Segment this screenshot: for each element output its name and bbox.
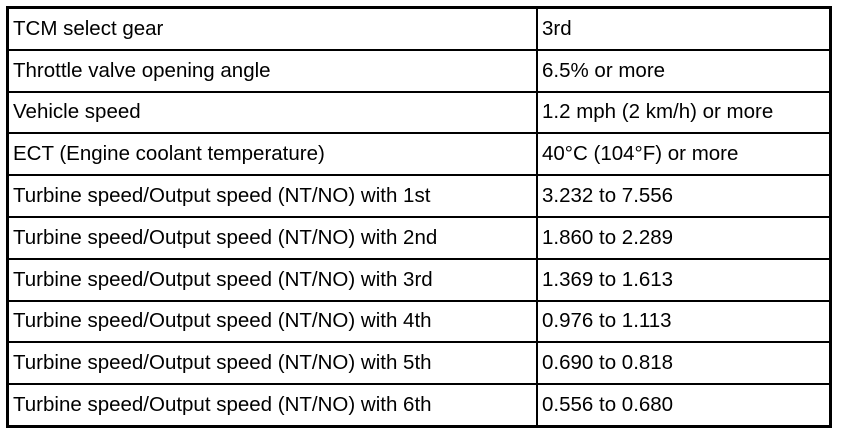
- value-cell: 1.369 to 1.613: [536, 257, 832, 302]
- condition-cell: Vehicle speed: [6, 90, 538, 135]
- value-cell: 0.976 to 1.113: [536, 299, 832, 344]
- value-cell: 1.860 to 2.289: [536, 215, 832, 260]
- condition-cell: Turbine speed/Output speed (NT/NO) with …: [6, 215, 538, 260]
- table-row: Turbine speed/Output speed (NT/NO) with …: [6, 257, 832, 302]
- spec-table: TCM select gear 3rd Throttle valve opening…: [6, 6, 832, 428]
- value-cell: 0.690 to 0.818: [536, 341, 832, 386]
- condition-cell: Throttle valve opening angle: [6, 48, 538, 93]
- table-row: Turbine speed/Output speed (NT/NO) with …: [6, 299, 832, 344]
- value-cell: 1.2 mph (2 km/h) or more: [536, 90, 832, 135]
- condition-cell: ECT (Engine coolant temperature): [6, 132, 538, 177]
- table-row: Turbine speed/Output speed (NT/NO) with …: [6, 341, 832, 386]
- condition-cell: Turbine speed/Output speed (NT/NO) with …: [6, 299, 538, 344]
- table-body: TCM select gear 3rd Throttle valve opening…: [6, 6, 832, 428]
- condition-cell: TCM select gear: [6, 6, 538, 51]
- table-row: Throttle valve opening angle 6.5% or more: [6, 48, 832, 93]
- table-row: Vehicle speed 1.2 mph (2 km/h) or more: [6, 90, 832, 135]
- value-cell: 3rd: [536, 6, 832, 51]
- value-cell: 0.556 to 0.680: [536, 383, 832, 428]
- table-row: TCM select gear 3rd: [6, 6, 832, 51]
- condition-cell: Turbine speed/Output speed (NT/NO) with …: [6, 341, 538, 386]
- condition-cell: Turbine speed/Output speed (NT/NO) with …: [6, 174, 538, 218]
- condition-cell: Turbine speed/Output speed (NT/NO) with …: [6, 383, 538, 428]
- value-cell: 6.5% or more: [536, 48, 832, 93]
- value-cell: 3.232 to 7.556: [536, 174, 832, 218]
- value-cell: 40°C (104°F) or more: [536, 132, 832, 177]
- condition-cell: Turbine speed/Output speed (NT/NO) with …: [6, 257, 538, 302]
- table-row: Turbine speed/Output speed (NT/NO) with …: [6, 383, 832, 428]
- table-row: ECT (Engine coolant temperature) 40°C (10…: [6, 132, 832, 177]
- table-row: Turbine speed/Output speed (NT/NO) with …: [6, 215, 832, 260]
- table-row: Turbine speed/Output speed (NT/NO) with …: [6, 174, 832, 218]
